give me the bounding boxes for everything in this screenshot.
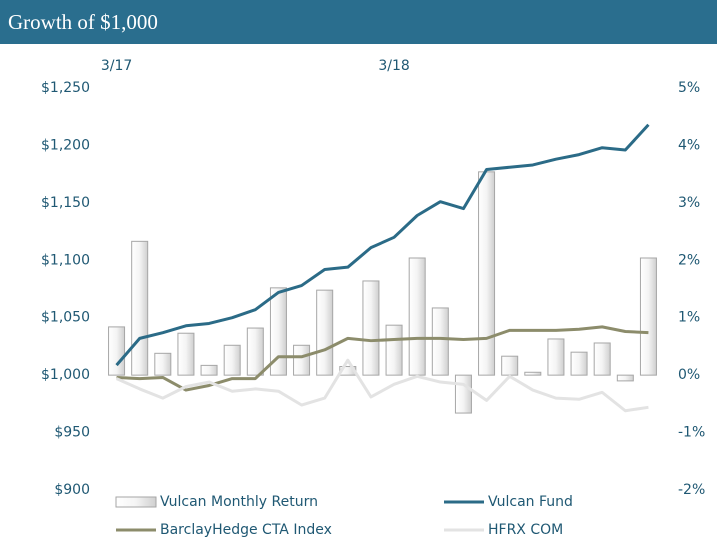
legend-label: HFRX COM xyxy=(488,522,563,538)
bar xyxy=(293,344,311,376)
bar xyxy=(431,307,449,376)
y2-tick-label: 1% xyxy=(678,310,700,326)
bar xyxy=(454,374,472,414)
x-tick-label: 3/17 xyxy=(101,58,132,74)
line xyxy=(115,123,650,367)
line xyxy=(115,358,649,413)
bar xyxy=(639,257,657,376)
bar xyxy=(362,280,380,376)
y-tick-label: $1,200 xyxy=(41,137,90,153)
y2-tick-label: 5% xyxy=(678,80,700,96)
y-tick-label: $1,050 xyxy=(41,310,90,326)
y-tick-label: $1,000 xyxy=(41,367,90,383)
chart-title: Growth of $1,000 xyxy=(8,10,158,34)
legend-label: Vulcan Monthly Return xyxy=(160,494,318,510)
legend-swatch xyxy=(115,496,157,508)
y2-tick-label: -2% xyxy=(678,482,705,498)
legend-label: BarclayHedge CTA Index xyxy=(160,522,332,538)
bar xyxy=(246,327,264,376)
y2-tick-label: 2% xyxy=(678,252,700,268)
bar xyxy=(570,351,588,376)
bar xyxy=(269,287,287,376)
y2-tick-label: 4% xyxy=(678,137,700,153)
bar xyxy=(524,371,542,376)
bar xyxy=(177,332,195,376)
y2-tick-label: 3% xyxy=(678,195,700,211)
bar xyxy=(154,352,172,376)
bar xyxy=(616,374,634,382)
y-tick-label: $1,250 xyxy=(41,80,90,96)
title-bar xyxy=(0,0,717,44)
y-tick-label: $1,100 xyxy=(41,252,90,268)
x-tick-label: 3/18 xyxy=(378,58,409,74)
bar xyxy=(501,355,519,376)
y-tick-label: $1,150 xyxy=(41,195,90,211)
y-tick-label: $950 xyxy=(54,425,90,441)
bar xyxy=(223,344,241,376)
bar xyxy=(593,342,611,376)
y2-tick-label: -1% xyxy=(678,425,705,441)
bar xyxy=(547,338,565,376)
bar xyxy=(200,364,218,376)
bar xyxy=(478,171,496,376)
y-tick-label: $900 xyxy=(54,482,90,498)
bar xyxy=(385,324,403,376)
legend-label: Vulcan Fund xyxy=(488,494,573,510)
bar xyxy=(108,326,126,376)
bar xyxy=(131,240,149,376)
y2-tick-label: 0% xyxy=(678,367,700,383)
bar xyxy=(316,289,334,376)
bar xyxy=(408,257,426,376)
line xyxy=(116,325,649,392)
